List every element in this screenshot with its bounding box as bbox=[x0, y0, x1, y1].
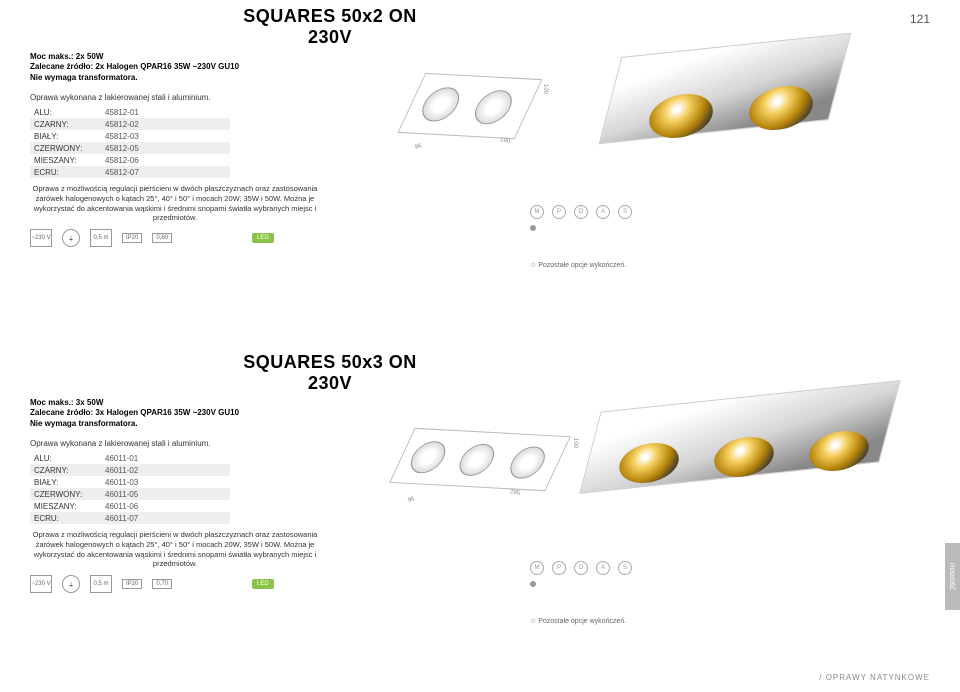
dim-d: 285 bbox=[510, 489, 521, 497]
finish-d-icon: D bbox=[574, 205, 588, 219]
product-title: SQUARES 50x3 ON 230V bbox=[230, 352, 430, 394]
finish-dot-icon bbox=[530, 225, 536, 231]
color-label: ECRU: bbox=[30, 514, 105, 523]
color-label: BIAŁY: bbox=[30, 132, 105, 141]
color-code: 45812-01 bbox=[105, 108, 139, 117]
finish-m-icon: M bbox=[530, 561, 544, 575]
color-label: ECRU: bbox=[30, 168, 105, 177]
ground-icon: ⏚ bbox=[62, 575, 80, 593]
color-label: ALU: bbox=[30, 454, 105, 463]
color-code: 45812-05 bbox=[105, 144, 139, 153]
color-code: 45812-06 bbox=[105, 156, 139, 165]
color-table: ALU:45812-01 CZARNY:45812-02 BIAŁY:45812… bbox=[30, 106, 230, 178]
ground-icon: ⏚ bbox=[62, 229, 80, 247]
finish-p-icon: P bbox=[552, 205, 566, 219]
finish-block: M P D A S ☆ Pozostałe opcje wykończeń. bbox=[530, 557, 632, 625]
finish-block: M P D A S ☆ Pozostałe opcje wykończeń. bbox=[530, 201, 632, 269]
led-icon: LED bbox=[252, 579, 274, 589]
finish-s-icon: S bbox=[618, 561, 632, 575]
product-title: SQUARES 50x2 ON 230V bbox=[230, 6, 430, 48]
color-code: 46011-07 bbox=[105, 514, 138, 523]
color-code: 46011-05 bbox=[105, 490, 138, 499]
product-photo bbox=[590, 397, 890, 477]
val-icon: 0,60 bbox=[152, 233, 172, 243]
weight-icon: 0,5 m bbox=[90, 229, 112, 247]
color-code: 46011-01 bbox=[105, 454, 138, 463]
color-label: MIESZANY: bbox=[30, 502, 105, 511]
finish-m-icon: M bbox=[530, 205, 544, 219]
finish-d-icon: D bbox=[574, 561, 588, 575]
footer-text: / OPRAWY NATYNKOWE bbox=[819, 673, 930, 682]
voltage-icon: ~230 V bbox=[30, 229, 52, 247]
color-label: CZARNY: bbox=[30, 120, 105, 129]
desc-paragraph: Oprawa z możliwością regulacji pierścien… bbox=[30, 530, 320, 569]
weight-icon: 0,5 m bbox=[90, 575, 112, 593]
color-code: 46011-02 bbox=[105, 466, 138, 475]
dim-h: 100 bbox=[572, 438, 578, 448]
color-code: 45812-02 bbox=[105, 120, 139, 129]
finish-note: ☆ Pozostałe opcje wykończeń. bbox=[530, 617, 632, 625]
ip-icon: IP20 bbox=[122, 233, 142, 243]
icon-row: ~230 V ⏚ 0,5 m IP20 0,70 LED bbox=[30, 575, 930, 593]
color-label: MIESZANY: bbox=[30, 156, 105, 165]
finish-note: ☆ Pozostałe opcje wykończeń. bbox=[530, 261, 632, 269]
dim-h: 100 bbox=[542, 84, 548, 94]
technical-diagram bbox=[389, 428, 571, 491]
color-table: ALU:46011-01 CZARNY:46011-02 BIAŁY:46011… bbox=[30, 452, 230, 524]
val-icon: 0,70 bbox=[152, 579, 172, 589]
dim-w: 96 bbox=[414, 143, 422, 151]
color-code: 46011-06 bbox=[105, 502, 138, 511]
finish-a-icon: A bbox=[596, 561, 610, 575]
led-icon: LED bbox=[252, 233, 274, 243]
product-photo bbox=[610, 46, 840, 131]
color-code: 45812-03 bbox=[105, 132, 139, 141]
color-label: CZARNY: bbox=[30, 466, 105, 475]
finish-dot-icon bbox=[530, 581, 536, 587]
color-label: BIAŁY: bbox=[30, 478, 105, 487]
side-tab: nowość bbox=[945, 543, 960, 610]
color-label: CZERWONY: bbox=[30, 144, 105, 153]
icon-row: ~230 V ⏚ 0,5 m IP20 0,60 LED bbox=[30, 229, 930, 247]
ip-icon: IP20 bbox=[122, 579, 142, 589]
voltage-icon: ~230 V bbox=[30, 575, 52, 593]
color-label: CZERWONY: bbox=[30, 490, 105, 499]
color-code: 45812-07 bbox=[105, 168, 139, 177]
product-section-1: SQUARES 50x2 ON 230V Moc maks.: 2x 50W Z… bbox=[30, 6, 930, 346]
desc-paragraph: Oprawa z możliwością regulacji pierścien… bbox=[30, 184, 320, 223]
product-section-2: SQUARES 50x3 ON 230V Moc maks.: 3x 50W Z… bbox=[30, 352, 930, 692]
finish-s-icon: S bbox=[618, 205, 632, 219]
finish-p-icon: P bbox=[552, 561, 566, 575]
dim-w: 96 bbox=[407, 496, 415, 504]
color-code: 46011-03 bbox=[105, 478, 138, 487]
dim-d: 190 bbox=[499, 137, 510, 145]
finish-a-icon: A bbox=[596, 205, 610, 219]
color-label: ALU: bbox=[30, 108, 105, 117]
